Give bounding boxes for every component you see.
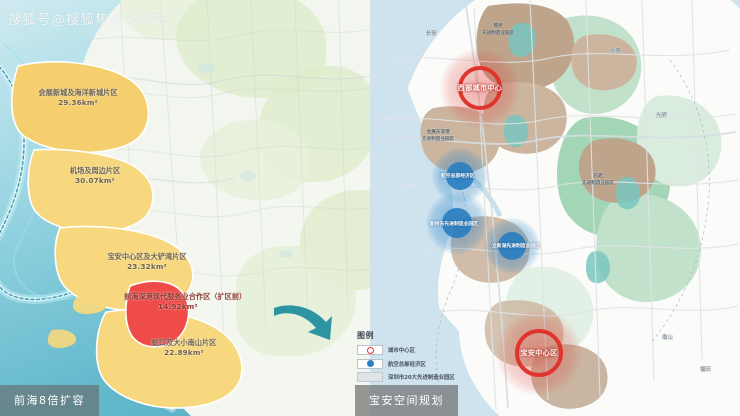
red-ring-icon: [458, 66, 502, 110]
city-center-label-west: 西部城市中心: [457, 84, 503, 92]
left-caption-text: 前海8倍扩容: [14, 394, 85, 407]
zone-label-airport: 机场及周边片区 30.07km²: [69, 166, 121, 185]
legend-key-aviation: [357, 358, 383, 369]
blue-marker-lixinhu[interactable]: 立新湖先进制造业园区: [484, 218, 540, 274]
legend-key-city-center: [357, 345, 383, 355]
direction-arrow-icon: [274, 305, 332, 340]
zone-label-baoan-center: 宝安中心区及大铲湾片区 23.32km²: [107, 252, 187, 271]
area-label-shiyan: 石岩 先进制造业园区: [582, 174, 615, 186]
left-map-caption: 前海8倍扩容: [0, 385, 99, 416]
area-label-huizhandong: 会展东深港 先进制造业园区: [422, 130, 455, 142]
blue-marker-xinqiaodong[interactable]: 新桥东先进制造业园区: [426, 192, 488, 254]
city-center-marker-baoan[interactable]: 宝安中心区: [496, 310, 582, 396]
left-map-greenery: [200, 120, 310, 200]
legend-item-aviation[interactable]: 航空总部经济区: [357, 358, 487, 369]
city-center-marker-west[interactable]: 西部城市中心: [440, 48, 520, 128]
legend-label-aviation: 航空总部经济区: [388, 361, 426, 368]
legend-item-manufacturing[interactable]: 深圳市20大先进制造业园区: [357, 372, 487, 382]
area-label-nanshan: 南山: [662, 335, 673, 341]
left-map-zone-shapes: [10, 61, 243, 409]
red-ring-icon: [515, 329, 563, 377]
area-label-dongguan: 东莞: [610, 49, 621, 55]
city-center-label-baoan: 宝安中心区: [520, 349, 558, 357]
zone-label-huizhan: 会展新城及海洋新城片区 29.36km²: [38, 88, 118, 107]
area-label-changan: 长安: [426, 31, 437, 37]
zone-label-qianhai: 前海深港现代服务业合作区（扩区前） 14.92km²: [124, 292, 247, 311]
area-label-yanluo: 燕罗 先进制造业园区: [482, 24, 515, 36]
right-caption-text: 宝安空间规划: [369, 394, 444, 407]
legend-label-manufacturing: 深圳市20大先进制造业园区: [388, 375, 455, 381]
map-legend: 图例 城市中心区 航空总部经济区 深圳市20大先进制造业园区: [357, 330, 487, 386]
blue-marker-aviation-hq[interactable]: 航空总部经济区: [432, 148, 488, 204]
blue-dot-icon: [366, 360, 374, 367]
legend-label-city-center: 城市中心区: [388, 348, 415, 354]
right-map-caption: 宝安空间规划: [355, 385, 458, 416]
legend-key-manufacturing: [357, 372, 383, 382]
blue-dot-icon: [498, 232, 526, 260]
legend-item-city-center[interactable]: 城市中心区: [357, 345, 487, 355]
zone-label-shekou: 蛇口及大小南山片区 22.89km²: [151, 338, 217, 357]
left-map-panel: 会展新城及海洋新城片区 29.36km² 机场及周边片区 30.07km² 宝安…: [0, 0, 370, 416]
area-label-futian: 福田: [700, 367, 711, 373]
red-ring-icon: [366, 346, 374, 354]
blue-dot-icon: [442, 208, 472, 238]
blue-dot-icon: [446, 162, 474, 190]
legend-title: 图例: [357, 331, 374, 340]
area-label-guangming: 光明: [656, 113, 667, 119]
left-map-greenery: [236, 246, 356, 356]
